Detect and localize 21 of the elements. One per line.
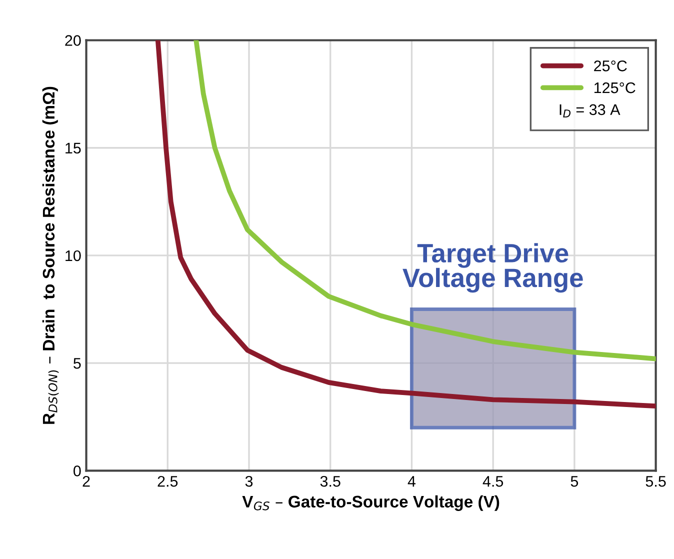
legend-label: 25°C [594, 60, 627, 72]
x-tick-label: 5.5 [646, 476, 666, 487]
x-tick-label: 3.5 [320, 476, 340, 487]
y-tick-label: 5 [74, 358, 81, 369]
x-tick-label: 4 [408, 476, 416, 487]
line-series [194, 40, 656, 362]
legend-label: 125°C [594, 82, 636, 94]
y-tick-label: 0 [74, 466, 81, 476]
y-tick-label: 20 [65, 35, 81, 46]
x-tick-label: 5 [570, 476, 578, 487]
y-axis-title: R$_{DS(ON)}$ – Drain to Source Resistance (mΩ) [42, 86, 59, 424]
x-tick-label: 3 [245, 476, 253, 487]
y-tick-label: 10 [66, 250, 81, 262]
legend-title: I$_{D}$ = 33 A [560, 104, 620, 118]
x-tick-label: 4.5 [482, 476, 504, 487]
line-series [155, 40, 656, 409]
x-tick-label: 2 [82, 476, 90, 487]
x-tick-label: 2.5 [158, 476, 178, 487]
annotation: Target Drive Voltage Range [402, 243, 583, 293]
y-tick-label: 15 [66, 142, 81, 154]
x-axis-title: V$_{GS}$ – Gate-to-Source Voltage (V) [242, 495, 500, 511]
